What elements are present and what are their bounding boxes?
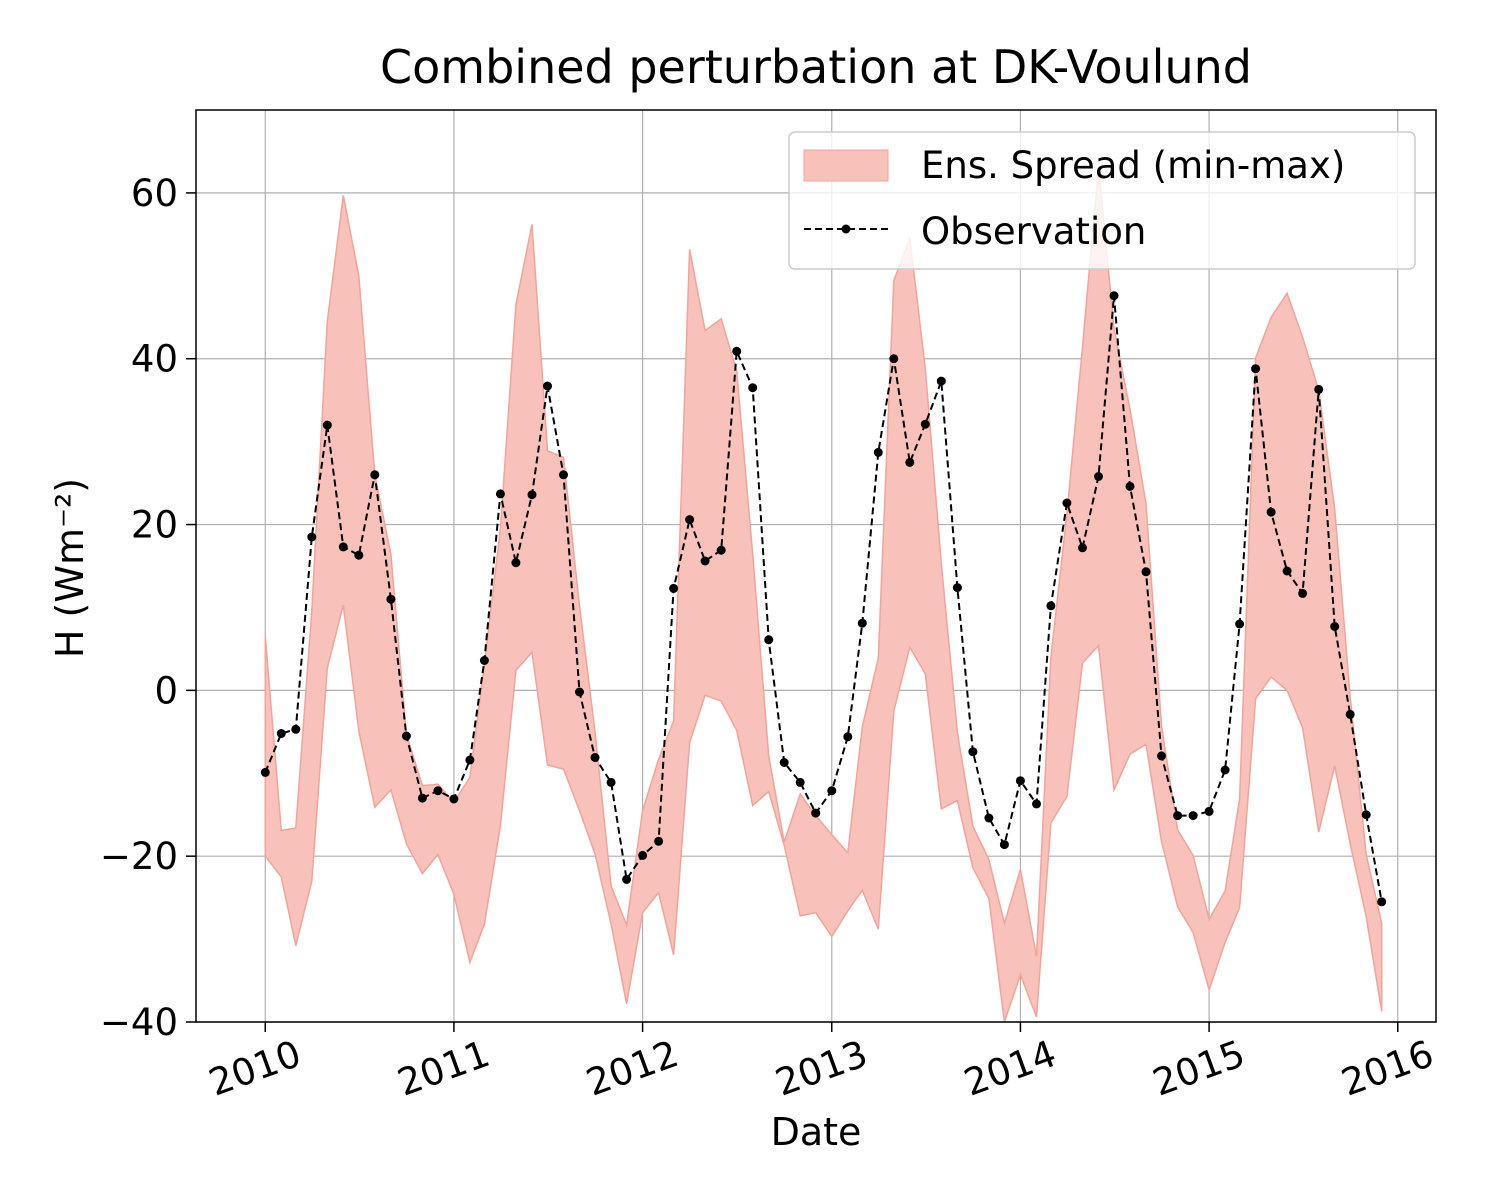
observation-point [1298,588,1308,598]
observation-point [795,777,805,787]
observation-point [433,786,443,796]
observation-point [732,346,742,356]
observation-point [905,457,915,467]
observation-point [1141,567,1151,577]
observation-point [1062,498,1072,508]
observation-point [543,381,552,391]
plot-frame [195,109,1437,1023]
chart-title: Combined perturbation at DK-Voulund [380,40,1252,94]
observation-series-layer [260,291,1387,907]
observation-point [559,470,568,480]
observation-point [276,729,286,738]
observation-point [700,556,710,566]
legend: Ens. Spread (min-max) Observation [788,131,1416,270]
observation-point [322,420,332,430]
y-tick-label: 40 [131,338,178,381]
observation-point [999,840,1009,850]
observation-point [354,550,364,560]
observation-point [1266,507,1276,517]
y-axis-label: H (Wm⁻²) [48,478,92,658]
observation-point [622,874,632,884]
legend-label-observation: Observation [921,210,1146,253]
observation-point [1015,776,1025,786]
observation-point [716,545,726,555]
observation-point [1235,619,1245,629]
observation-point [260,767,270,777]
observation-point [1361,810,1371,820]
observation-point [465,755,475,765]
y-tick-label: 60 [131,172,178,215]
y-tick-label: −40 [100,1001,178,1044]
observation-point [843,732,853,742]
observation-point [1173,811,1183,821]
observation-point [654,836,664,846]
observation-point [685,515,695,525]
observation-point [1125,481,1135,491]
observation-point [811,808,821,818]
observation-point [827,786,837,796]
observation-point [779,758,789,767]
observation-point [386,594,396,604]
observation-point [417,793,427,803]
observation-point [1157,751,1166,761]
observation-point [1046,601,1056,611]
observation-point [920,419,930,429]
observation-point [1251,364,1261,374]
observation-point [1032,799,1041,809]
observation-point [1204,806,1214,816]
observation-point [968,747,978,757]
observation-point [479,656,489,665]
observation-point [764,635,774,645]
observation-point [495,489,505,499]
observation-point [401,731,411,741]
observation-point [370,470,380,480]
observation-point [291,724,301,734]
observation-point [590,753,600,762]
legend-box [788,131,1416,270]
observation-point [1345,709,1355,719]
observation-point [984,813,994,823]
legend-band-swatch [803,149,889,182]
observation-point [449,794,459,804]
observation-point [889,354,899,364]
ensemble-spread-band-layer [264,166,1383,1023]
y-tick-label: −20 [100,835,178,878]
ensemble-spread-band [264,166,1383,1023]
observation-point [638,850,648,860]
observation-point [606,777,616,787]
y-tick-label: 20 [131,504,178,547]
observation-point [1282,566,1292,576]
x-axis-label: Date [771,1110,862,1154]
legend-observation-marker [841,224,851,234]
observation-point [936,376,946,386]
observation-point [575,687,584,697]
y-tick-label: 0 [154,669,178,712]
observation-point [669,583,679,593]
observation-point [1109,291,1119,301]
observation-point [1330,622,1340,631]
observation-point [338,542,348,552]
observation-point [857,618,867,628]
observation-point [307,532,317,542]
observation-point [511,558,521,568]
observation-point [1188,811,1198,821]
observation-point [748,383,758,393]
y-axis-ticks: −40 −20 0 20 40 60 [100,172,196,1044]
observation-point [527,490,537,500]
observation-point [1094,472,1103,481]
observation-point [1078,543,1087,553]
observation-point [952,583,962,593]
observation-point [873,447,883,457]
observation-point [1377,897,1387,907]
observation-point [1314,384,1324,394]
observation-point [1220,765,1230,775]
legend-label-ens-spread: Ens. Spread (min-max) [921,144,1345,187]
